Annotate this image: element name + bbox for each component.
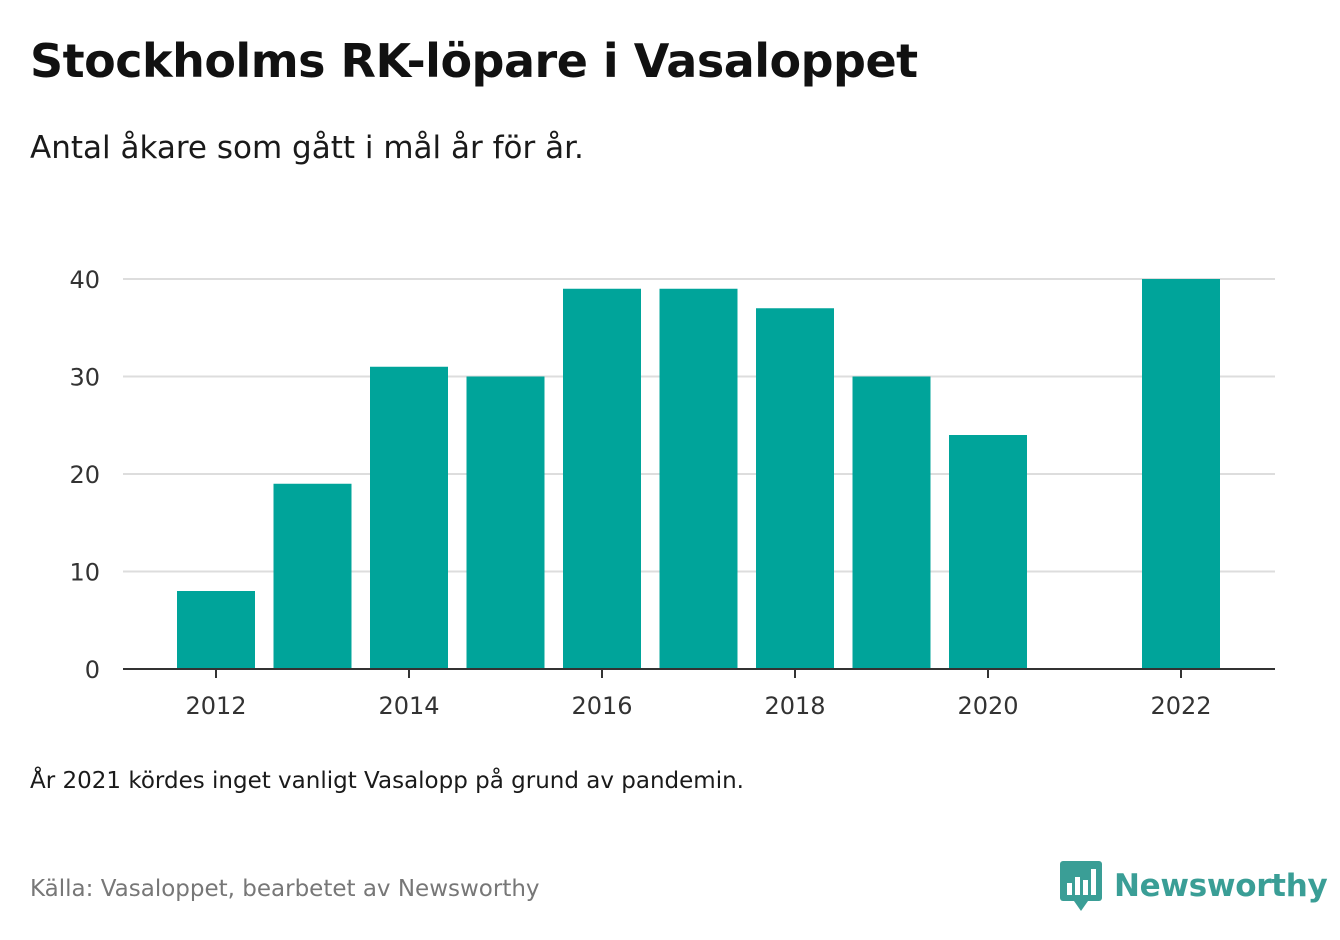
tick-labels: 0 10 20 30 40 2012 2014 2016 2018 2020 2022 <box>69 266 1211 720</box>
y-tick-label: 10 <box>69 559 100 587</box>
x-tick-label: 2012 <box>185 692 246 720</box>
brand-name: Newsworthy <box>1114 868 1328 904</box>
x-tick-label: 2020 <box>957 692 1018 720</box>
bar-chart: 0 10 20 30 40 2012 2014 2016 2018 2020 2022 <box>69 266 1275 720</box>
bar-2013 <box>273 483 352 669</box>
source-credit: Källa: Vasaloppet, bearbetet av Newswort… <box>30 876 540 902</box>
bar-2012 <box>177 591 255 669</box>
bar-2015 <box>466 376 545 669</box>
x-tick-label: 2014 <box>378 692 439 720</box>
bar-2020 <box>949 435 1027 669</box>
x-tick-label: 2018 <box>764 692 825 720</box>
y-tick-label: 30 <box>69 364 100 392</box>
chart-subtitle: Antal åkare som gått i mål år för år. <box>30 130 584 166</box>
bar-2019 <box>852 376 931 669</box>
y-tick-label: 20 <box>69 461 100 489</box>
bars <box>177 279 1220 669</box>
bar-chart-speech-bubble-icon <box>1060 861 1102 911</box>
bar-2018 <box>756 308 834 669</box>
bar-2022 <box>1142 279 1220 669</box>
bar-2016 <box>563 288 641 669</box>
brand-logo-link: Newsworthy <box>1060 860 1328 912</box>
chart-title: Stockholms RK-löpare i Vasaloppet <box>30 34 918 88</box>
y-tick-label: 0 <box>85 656 100 684</box>
y-tick-label: 40 <box>69 266 100 294</box>
bar-2014 <box>370 366 448 669</box>
x-tick-label: 2022 <box>1150 692 1211 720</box>
chart-note: År 2021 kördes inget vanligt Vasalopp på… <box>30 768 744 794</box>
bar-2017 <box>659 288 738 669</box>
x-axis <box>123 668 1275 678</box>
x-tick-label: 2016 <box>571 692 632 720</box>
